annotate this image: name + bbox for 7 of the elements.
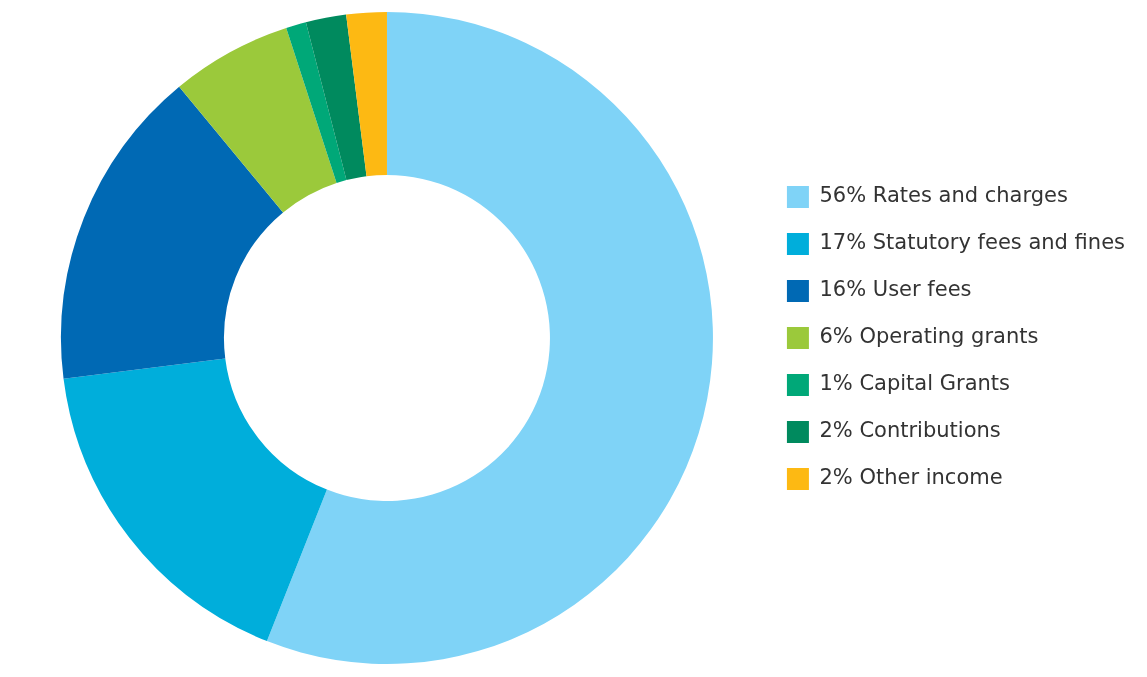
legend-label: 56% Rates and charges xyxy=(819,183,1068,208)
legend-label: 2% Contributions xyxy=(819,418,1001,443)
legend-label: 17% Statutory fees and fines xyxy=(819,230,1125,255)
legend-label: 16% User fees xyxy=(819,277,972,302)
legend-label: 2% Other income xyxy=(819,465,1003,490)
legend-label: 1% Capital Grants xyxy=(819,371,1010,396)
legend-label: 6% Operating grants xyxy=(819,324,1039,349)
